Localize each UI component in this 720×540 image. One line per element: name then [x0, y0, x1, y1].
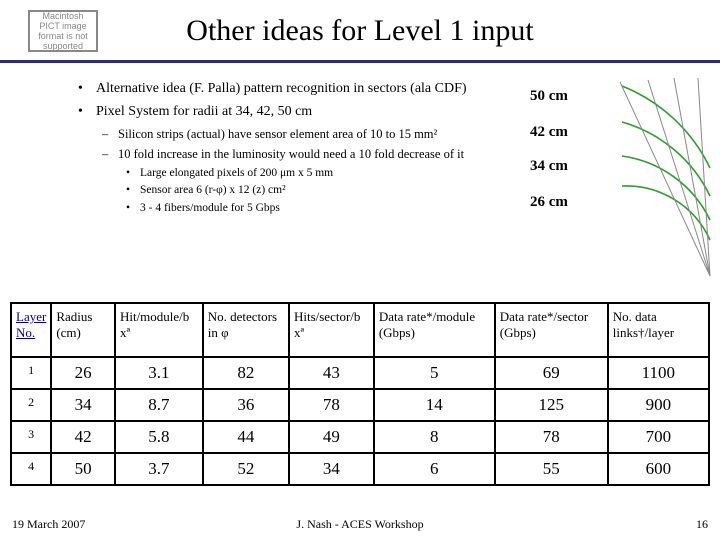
cell-hitsec: 49 — [289, 421, 374, 453]
ray-group — [620, 78, 710, 276]
cell-hitsec: 78 — [289, 389, 374, 421]
cell-drsec: 78 — [495, 421, 608, 453]
cell-hitmod: 5.8 — [115, 421, 203, 453]
arc-34 — [622, 156, 710, 220]
th-layer-b: No. — [16, 325, 35, 340]
th-drsec: Data rate*/sector (Gbps) — [495, 303, 608, 357]
cell-hitsec: 43 — [289, 357, 374, 389]
th-ndet: No. detectors in φ — [203, 303, 289, 357]
th-layer: Layer No. — [11, 303, 51, 357]
cell-radius: 42 — [51, 421, 115, 453]
subsub-3: 3 - 4 fibers/module for 5 Gbps — [118, 201, 508, 217]
subsub-2: Sensor area 6 (r-φ) x 12 (z) cm² — [118, 183, 508, 199]
th-layer-a: Layer — [16, 309, 46, 324]
cell-links: 1100 — [608, 357, 709, 389]
table-row: 2348.7367814125900 — [11, 389, 709, 421]
cell-ndet: 52 — [203, 453, 289, 485]
cell-links: 600 — [608, 453, 709, 485]
cell-links: 700 — [608, 421, 709, 453]
bullet-2: Pixel System for radii at 34, 42, 50 cm … — [78, 103, 508, 216]
cell-ndet: 82 — [203, 357, 289, 389]
cell-hitmod: 3.1 — [115, 357, 203, 389]
cell-ndet: 44 — [203, 421, 289, 453]
label-34cm: 34 cm — [530, 158, 568, 174]
cell-drsec: 125 — [495, 389, 608, 421]
th-links: No. data links†/layer — [608, 303, 709, 357]
cell-hitsec: 34 — [289, 453, 374, 485]
label-50cm: 50 cm — [530, 88, 568, 104]
subbullet-2-text: 10 fold increase in the luminosity would… — [118, 147, 464, 161]
cell-radius: 26 — [51, 357, 115, 389]
cell-links: 900 — [608, 389, 709, 421]
th-hitmod: Hit/module/b xª — [115, 303, 203, 357]
table-header-row: Layer No. Radius (cm) Hit/module/b xª No… — [11, 303, 709, 357]
cell-radius: 34 — [51, 389, 115, 421]
cell-drmod: 8 — [374, 421, 495, 453]
cell-hitmod: 8.7 — [115, 389, 203, 421]
cell-drmod: 5 — [374, 357, 495, 389]
bullet-1: Alternative idea (F. Palla) pattern reco… — [78, 80, 508, 99]
th-radius: Radius (cm) — [51, 303, 115, 357]
radius-diagram: 50 cm 42 cm 34 cm 26 cm — [522, 78, 712, 278]
table-row: 3425.84449878700 — [11, 421, 709, 453]
table-row: 1263.182435691100 — [11, 357, 709, 389]
cell-layer: 2 — [11, 389, 51, 421]
table-row: 4503.75234655600 — [11, 453, 709, 485]
slide-title: Other ideas for Level 1 input — [0, 14, 720, 48]
cell-drmod: 6 — [374, 453, 495, 485]
cell-radius: 50 — [51, 453, 115, 485]
arc-group — [622, 86, 710, 240]
data-table: Layer No. Radius (cm) Hit/module/b xª No… — [10, 302, 710, 486]
footer-author: J. Nash - ACES Workshop — [0, 517, 720, 532]
cell-drsec: 55 — [495, 453, 608, 485]
label-26cm: 26 cm — [530, 194, 568, 210]
title-rule — [0, 60, 720, 63]
cell-layer: 1 — [11, 357, 51, 389]
subbullet-1: Silicon strips (actual) have sensor elem… — [96, 126, 508, 143]
cell-layer: 3 — [11, 421, 51, 453]
cell-layer: 4 — [11, 453, 51, 485]
bullet-2-text: Pixel System for radii at 34, 42, 50 cm — [96, 104, 312, 119]
table-body: 1263.1824356911002348.73678141259003425.… — [11, 357, 709, 485]
cell-drsec: 69 — [495, 357, 608, 389]
arc-26 — [622, 186, 710, 240]
footer-pagenum: 16 — [696, 517, 708, 532]
subbullet-2: 10 fold increase in the luminosity would… — [96, 146, 508, 216]
th-drmod: Data rate*/module (Gbps) — [374, 303, 495, 357]
cell-hitmod: 3.7 — [115, 453, 203, 485]
body-content: Alternative idea (F. Palla) pattern reco… — [78, 80, 508, 220]
cell-ndet: 36 — [203, 389, 289, 421]
subsub-1: Large elongated pixels of 200 μm x 5 mm — [118, 166, 508, 182]
label-42cm: 42 cm — [530, 124, 568, 140]
cell-drmod: 14 — [374, 389, 495, 421]
th-hitsec: Hits/sector/b xª — [289, 303, 374, 357]
